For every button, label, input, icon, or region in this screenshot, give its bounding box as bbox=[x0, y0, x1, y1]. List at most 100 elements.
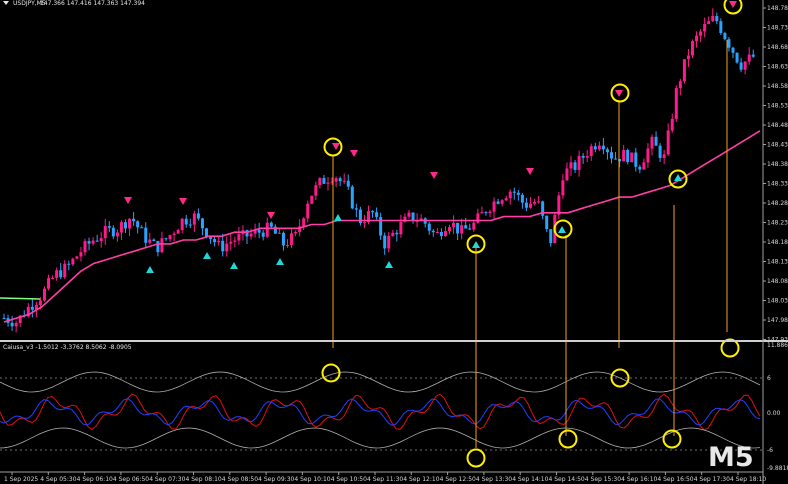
candle-body bbox=[371, 211, 375, 213]
time-axis-label: 4 Sep 08:10 bbox=[186, 476, 222, 483]
sell-arrow-icon[interactable] bbox=[124, 197, 132, 204]
candle-body bbox=[2, 318, 6, 320]
signal-highlight-circle[interactable] bbox=[466, 234, 486, 254]
candle-body bbox=[399, 221, 403, 235]
signal-highlight-circle[interactable] bbox=[610, 83, 630, 103]
time-axis-label: 4 Sep 08:50 bbox=[222, 476, 258, 483]
time-axis-label: 4 Sep 12:50 bbox=[440, 476, 476, 483]
candle-body bbox=[492, 201, 496, 212]
buy-arrow-icon[interactable] bbox=[146, 266, 154, 273]
signal-highlight-circle[interactable] bbox=[662, 429, 682, 449]
sell-arrow-icon[interactable] bbox=[179, 198, 187, 205]
candle-body bbox=[614, 158, 618, 160]
price-axis-label: 148.485 bbox=[767, 122, 788, 129]
signal-highlight-circle[interactable] bbox=[323, 137, 343, 157]
time-axis-label: 4 Sep 13:30 bbox=[476, 476, 512, 483]
candle-body bbox=[480, 212, 484, 214]
candle-body bbox=[727, 39, 731, 48]
sell-arrow-icon[interactable] bbox=[350, 150, 358, 157]
sell-arrow-icon[interactable] bbox=[615, 90, 623, 97]
indicator-axis[interactable]: 11.8865 6 0.00 -6 -9.8818 bbox=[767, 342, 788, 472]
signal-highlight-circle[interactable] bbox=[668, 169, 688, 189]
price-axis[interactable]: 148.785 148.735 148.685 148.635 148.585 148.5… bbox=[763, 5, 788, 344]
candle-body bbox=[719, 21, 723, 34]
candle-body bbox=[75, 256, 79, 259]
candle-body bbox=[111, 227, 115, 237]
sell-arrow-icon[interactable] bbox=[430, 172, 438, 179]
candle-body bbox=[419, 218, 423, 221]
candle-body bbox=[79, 252, 83, 257]
candle-body bbox=[589, 146, 593, 157]
candle-body bbox=[711, 16, 715, 22]
candle-body bbox=[10, 322, 14, 327]
signal-highlight-circle[interactable] bbox=[610, 368, 630, 388]
candle-body bbox=[160, 238, 164, 253]
candle-body bbox=[99, 238, 103, 242]
signal-highlight-circle[interactable] bbox=[321, 363, 341, 383]
candle-body bbox=[670, 118, 674, 131]
candle-body bbox=[557, 195, 561, 215]
candle-body bbox=[18, 315, 22, 323]
candle-body bbox=[257, 229, 261, 233]
buy-arrow-icon[interactable] bbox=[558, 226, 566, 233]
signal-highlight-circle[interactable] bbox=[553, 219, 573, 239]
candle-body bbox=[55, 270, 59, 278]
candle-body bbox=[217, 240, 221, 243]
candle-body bbox=[192, 213, 196, 225]
buy-arrow-icon[interactable] bbox=[334, 214, 342, 221]
candle-body bbox=[286, 245, 289, 247]
candle-body bbox=[597, 145, 601, 150]
sell-arrow-icon[interactable] bbox=[526, 168, 534, 175]
candle-body bbox=[707, 21, 711, 25]
sell-arrow-icon[interactable] bbox=[332, 143, 340, 150]
signal-highlight-circle[interactable] bbox=[466, 448, 486, 468]
candle-body bbox=[601, 145, 605, 150]
buy-arrow-icon[interactable] bbox=[674, 174, 682, 181]
candle-body bbox=[298, 226, 302, 232]
candle-body bbox=[715, 16, 719, 22]
candle-body bbox=[26, 306, 30, 317]
candle-body bbox=[686, 55, 690, 60]
moving-average-line bbox=[3, 130, 761, 323]
candle-body bbox=[415, 220, 419, 222]
time-axis-label: 4 Sep 10:50 bbox=[331, 476, 367, 483]
candle-body bbox=[213, 239, 217, 243]
indicator-axis-label: -6 bbox=[767, 447, 773, 454]
time-axis-label: 4 Sep 10:10 bbox=[294, 476, 330, 483]
oscillator-lower-band bbox=[0, 427, 761, 449]
timeframe-watermark: M5 bbox=[708, 442, 754, 473]
time-axis[interactable]: 1 Sep 2025 4 Sep 05:30 4 Sep 06:10 4 Sep 06… bbox=[4, 472, 766, 483]
candle-body bbox=[43, 288, 46, 301]
candle-body bbox=[743, 61, 747, 70]
signal-highlight-circle[interactable] bbox=[558, 429, 578, 449]
signal-highlight-circle[interactable] bbox=[723, 0, 743, 15]
moving-average-start-segment bbox=[0, 297, 41, 300]
buy-arrow-icon[interactable] bbox=[230, 262, 238, 269]
candle-body bbox=[379, 217, 383, 236]
time-axis-label: 4 Sep 17:30 bbox=[694, 476, 730, 483]
candle-body bbox=[561, 180, 565, 196]
buy-arrow-icon[interactable] bbox=[385, 261, 393, 268]
candle-body bbox=[350, 186, 354, 209]
symbol-header: USDJPY,M5 bbox=[13, 0, 46, 7]
candle-body bbox=[47, 278, 51, 289]
time-axis-label: 4 Sep 07:30 bbox=[149, 476, 185, 483]
indicator-axis-label: 0.00 bbox=[767, 410, 781, 417]
price-axis-label: 147.935 bbox=[767, 337, 788, 344]
sell-arrow-icon[interactable] bbox=[729, 1, 737, 8]
candle-body bbox=[569, 162, 573, 169]
buy-arrow-icon[interactable] bbox=[276, 258, 284, 265]
candle-body bbox=[91, 240, 95, 244]
signal-highlight-circle[interactable] bbox=[720, 338, 740, 358]
candle-body bbox=[71, 258, 75, 265]
oscillator-layer bbox=[0, 371, 763, 451]
buy-arrow-icon[interactable] bbox=[472, 241, 480, 248]
candle-body bbox=[581, 155, 585, 158]
buy-arrow-icon[interactable] bbox=[203, 252, 211, 259]
candle-body bbox=[403, 216, 407, 222]
sell-arrow-icon[interactable] bbox=[267, 212, 275, 219]
candle-body bbox=[407, 212, 411, 217]
candle-body bbox=[443, 231, 447, 237]
